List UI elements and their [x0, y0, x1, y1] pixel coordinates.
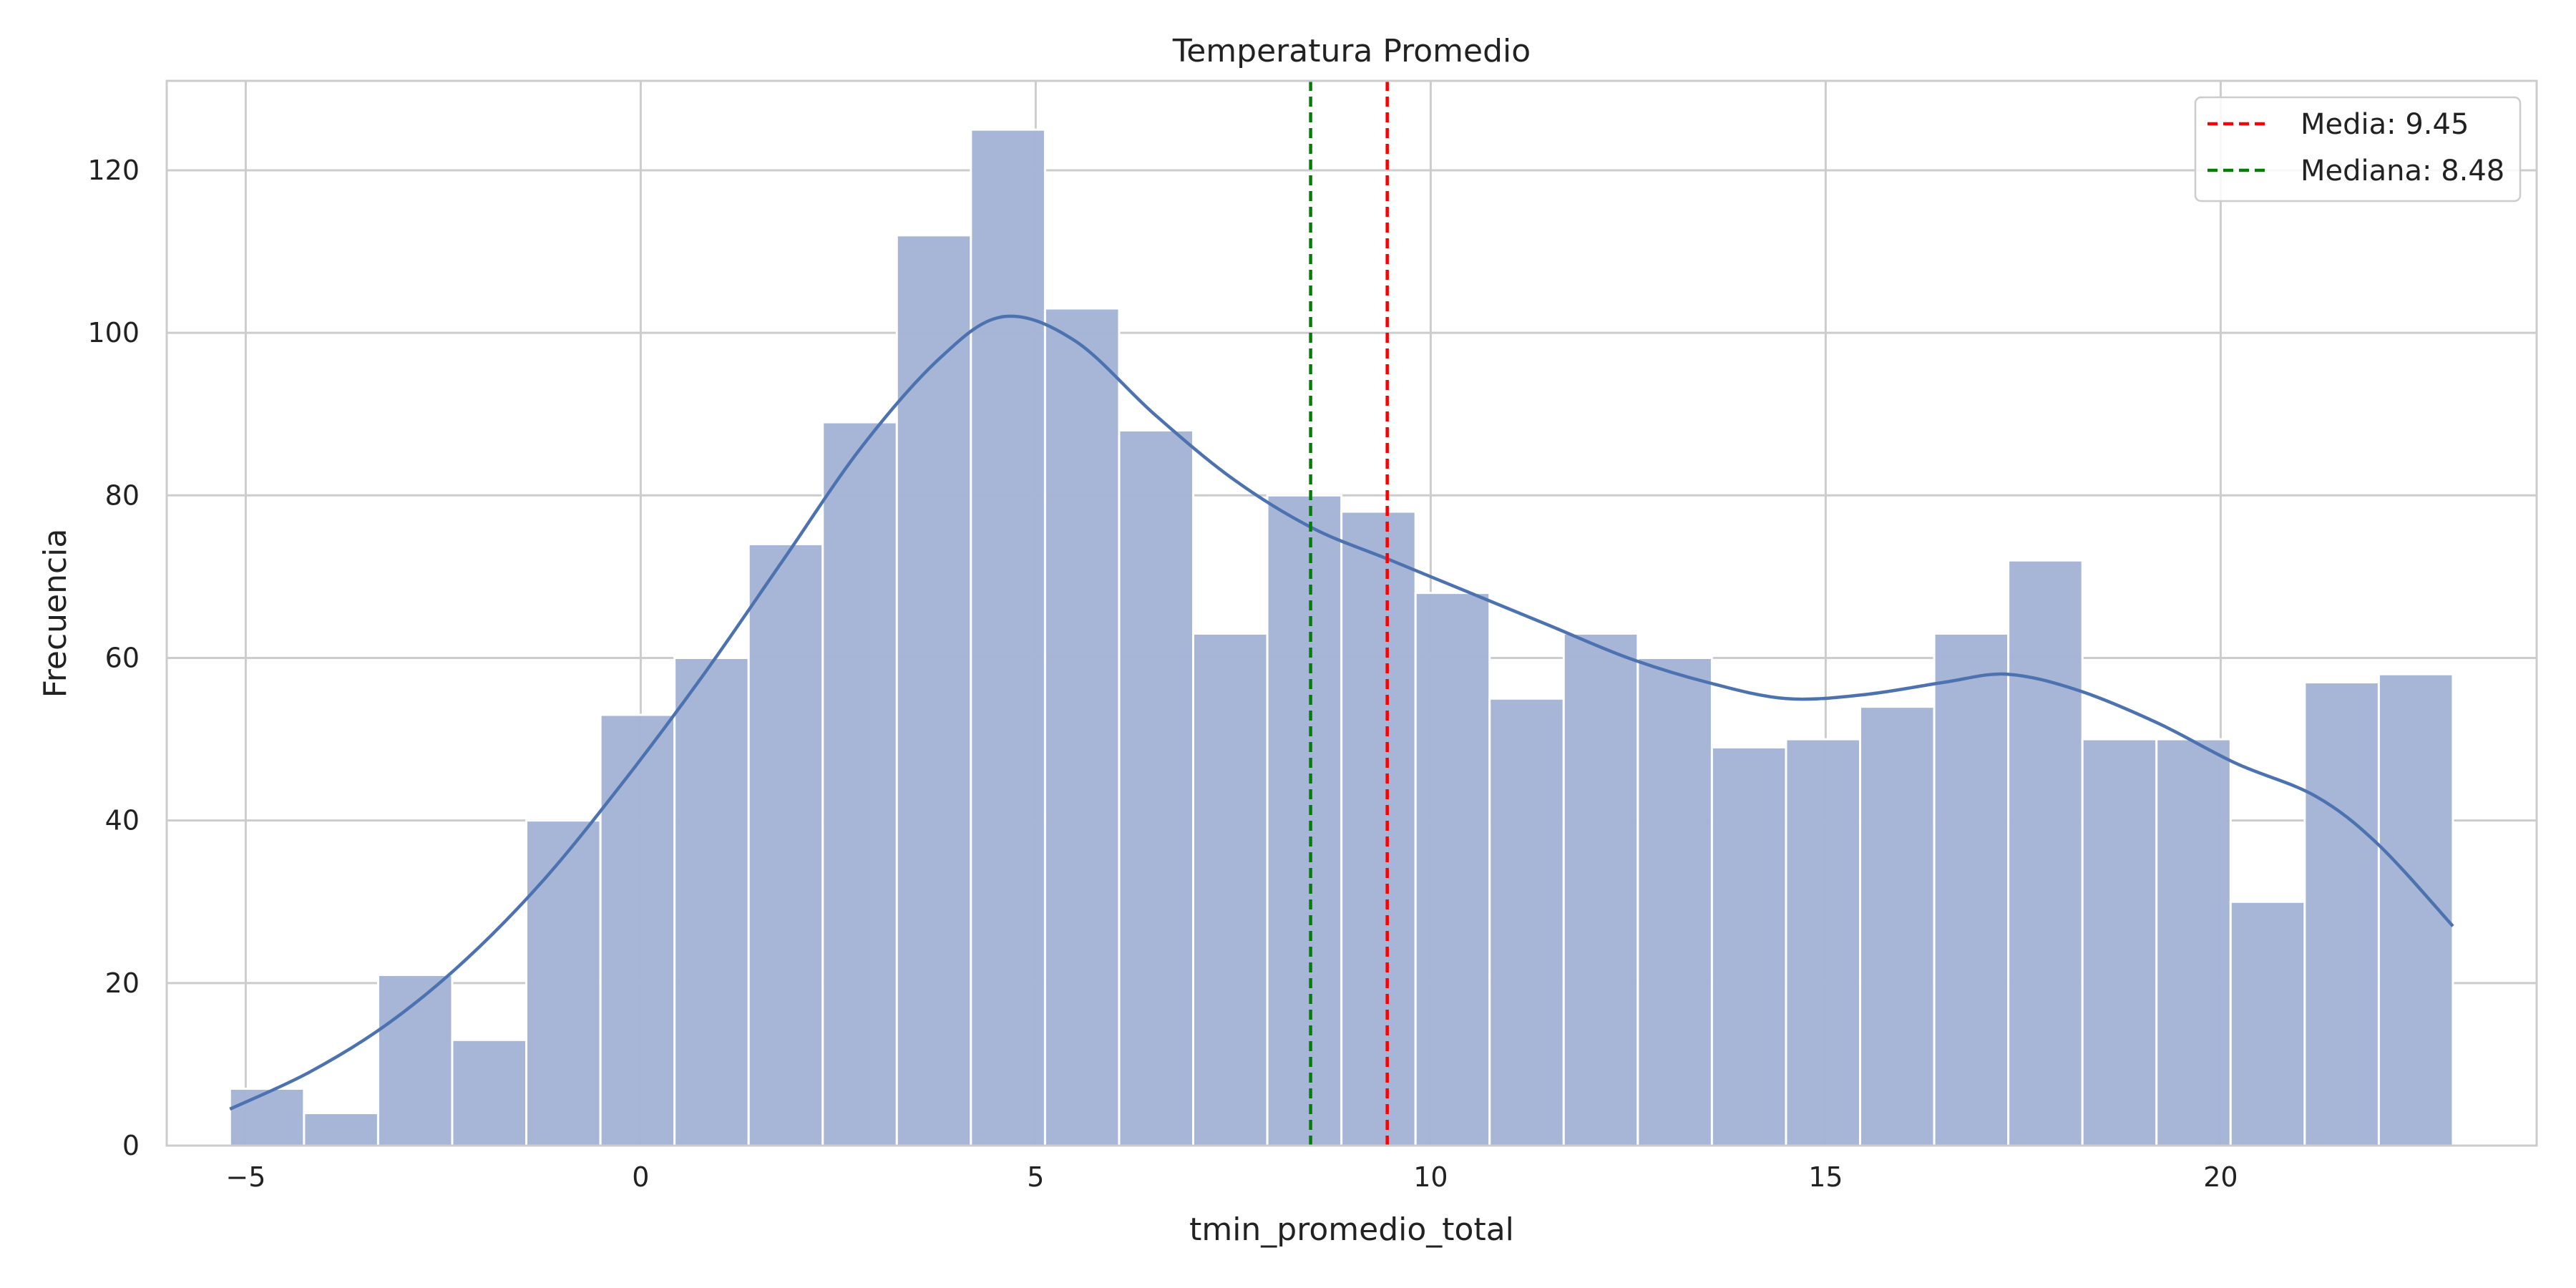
legend-box	[2194, 96, 2522, 203]
histogram-bar	[1933, 632, 2010, 1147]
histogram-bar	[970, 128, 1046, 1147]
histogram-bar	[1785, 738, 1862, 1147]
reference-lines	[1309, 81, 1389, 1146]
histogram-bar	[1043, 307, 1121, 1147]
legend: Media: 9.45 Mediana: 8.48	[2194, 96, 2522, 203]
x-tick-labels: −5 0 5 10 15 20	[225, 1161, 2238, 1193]
histogram-bar	[2007, 559, 2084, 1147]
y-tick-label: 60	[105, 642, 140, 673]
histogram-bar	[2303, 681, 2380, 1147]
y-tick-label: 20	[105, 967, 140, 999]
histogram-bar	[2229, 900, 2306, 1147]
y-tick-label: 120	[87, 155, 140, 186]
histogram-bar	[525, 819, 602, 1147]
histogram-bar	[821, 421, 898, 1147]
histogram-bar	[1266, 494, 1343, 1147]
histogram-bar	[1340, 510, 1417, 1147]
histogram-bar	[747, 542, 824, 1147]
legend-media-label: Media: 9.45	[2301, 108, 2469, 141]
histogram-bar	[1192, 632, 1269, 1147]
histogram-bar	[599, 713, 676, 1147]
histogram-bar	[303, 1112, 379, 1147]
legend-mediana-label: Mediana: 8.48	[2301, 155, 2504, 187]
histogram-bar	[895, 234, 972, 1147]
histogram-bar	[2155, 738, 2232, 1147]
histogram-bar	[1414, 592, 1491, 1147]
y-tick-label: 40	[105, 805, 140, 836]
y-tick-label: 80	[105, 479, 140, 511]
histogram-bar	[1118, 429, 1195, 1147]
y-axis-label: Frecuencia	[37, 529, 74, 698]
x-tick-label: −5	[225, 1161, 265, 1193]
y-tick-labels: 0 20 40 60 80 100 120	[87, 155, 140, 1161]
plot-frame	[165, 79, 2538, 1147]
histogram-bar	[1710, 746, 1787, 1147]
histogram-bars	[228, 128, 2454, 1147]
histogram-bar	[451, 1038, 528, 1147]
chart-title: Temperatura Promedio	[1172, 33, 1531, 69]
histogram-bar	[228, 1087, 306, 1147]
x-axis-label: tmin_promedio_total	[1189, 1211, 1514, 1248]
histogram-bar	[1562, 632, 1639, 1147]
y-tick-label: 0	[122, 1130, 140, 1161]
x-tick-label: 10	[1413, 1161, 1448, 1193]
x-tick-label: 15	[1808, 1161, 1843, 1193]
histogram-bar	[2377, 673, 2454, 1147]
histogram-bar	[1859, 706, 1936, 1147]
x-tick-label: 5	[1027, 1161, 1044, 1193]
kde-curve	[229, 314, 2454, 1111]
y-tick-label: 100	[87, 317, 140, 348]
histogram-bar	[1636, 656, 1713, 1147]
histogram-bar	[376, 973, 454, 1147]
x-tick-label: 20	[2203, 1161, 2238, 1193]
x-tick-label: 0	[632, 1161, 649, 1193]
histogram-bar	[673, 656, 750, 1147]
histogram-bar	[2081, 738, 2158, 1147]
histogram-bar	[1488, 697, 1565, 1147]
